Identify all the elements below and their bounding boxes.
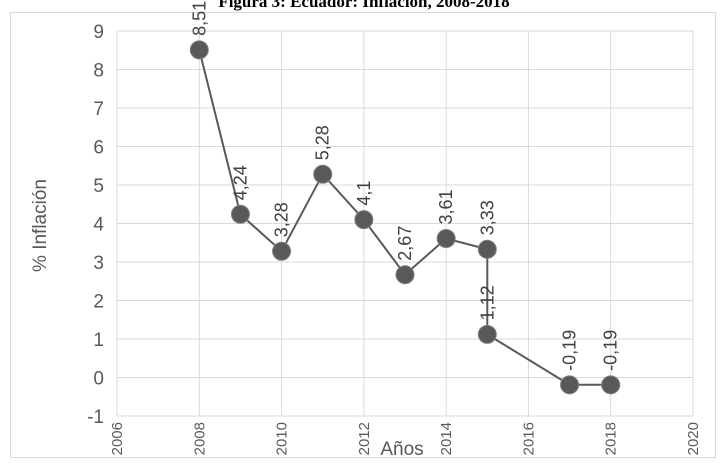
data-point: [436, 229, 456, 249]
x-tick-label: 2012: [356, 422, 373, 455]
data-label: 8,51: [189, 1, 209, 36]
y-axis-label: % Inflación: [30, 179, 51, 272]
y-tick-label: 4: [93, 215, 104, 236]
x-tick-label: 2006: [109, 422, 126, 455]
y-tick-label: 8: [93, 61, 104, 82]
data-label: 1,12: [477, 285, 497, 320]
y-tick-label: 1: [93, 330, 104, 351]
data-points: [189, 40, 621, 395]
data-point: [477, 324, 497, 344]
data-point: [272, 241, 292, 261]
y-tick-label: 2: [93, 292, 104, 313]
y-tick-label: 7: [93, 99, 104, 120]
x-tick-label: 2016: [520, 422, 537, 455]
y-tick-label: -1: [87, 407, 104, 428]
x-tick-label: 2010: [274, 422, 291, 455]
data-label: 3,28: [272, 202, 292, 237]
x-tick-label: 2018: [603, 422, 620, 455]
y-tick-labels: -1 0 1 2 3 4 5 6 7 8 9: [87, 22, 104, 428]
data-label: 4,24: [230, 165, 250, 200]
y-tick-label: 0: [93, 369, 104, 390]
y-tick-label: 3: [93, 253, 104, 274]
x-tick-label: 2008: [191, 422, 208, 455]
x-tick-label: 2020: [685, 422, 702, 455]
data-label: 4,1: [354, 181, 374, 206]
series-line: [198, 49, 611, 386]
data-point: [477, 239, 497, 259]
data-point: [560, 375, 580, 395]
data-point: [230, 204, 250, 224]
x-tick-labels: 2006 2008 2010 2012 2014 2016 2018 2020: [109, 422, 702, 455]
grid-lines: [116, 30, 694, 417]
data-point: [354, 210, 374, 230]
data-label: 3,33: [477, 200, 497, 235]
data-label: 5,28: [313, 125, 333, 160]
data-point: [313, 164, 333, 184]
x-tick-label: 2014: [438, 422, 455, 455]
data-label: 2,67: [395, 226, 415, 261]
chart-title: Figura 3: Ecuador: Inflación, 2008-2018: [218, 0, 510, 11]
data-point: [189, 40, 209, 60]
series-path: [198, 49, 611, 386]
y-tick-label: 9: [93, 22, 104, 43]
chart-frame: [10, 12, 716, 458]
data-point: [395, 265, 415, 285]
data-label: -0,19: [560, 330, 580, 371]
data-label: -0,19: [601, 330, 621, 371]
y-tick-label: 6: [93, 138, 104, 159]
data-point: [601, 375, 621, 395]
y-tick-label: 5: [93, 176, 104, 197]
data-labels: 8,51 4,24 3,28 5,28 4,1 2,67 3,61 3,33 1,12 -0,19…: [189, 1, 620, 371]
data-label: 3,61: [436, 189, 456, 224]
x-axis-label: Años: [380, 439, 423, 460]
